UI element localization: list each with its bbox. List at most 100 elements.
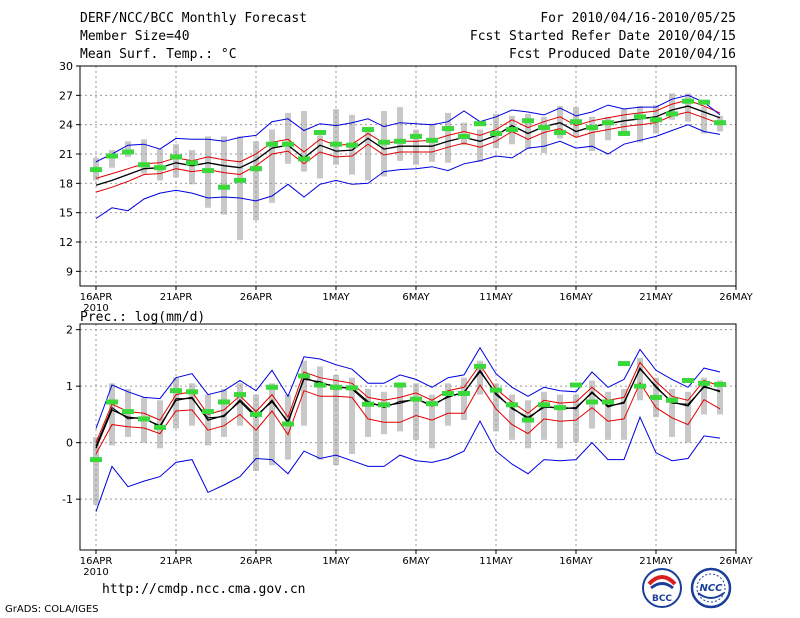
member-range-box [525, 113, 531, 150]
observed-marker [634, 383, 646, 389]
member-range-box [173, 377, 179, 429]
observed-marker [234, 392, 246, 398]
series-line-outer-upper [95, 346, 721, 429]
observed-marker [250, 411, 262, 417]
member-range-box [605, 116, 611, 141]
observed-marker [666, 111, 678, 117]
y-tick-label: 24 [59, 119, 73, 132]
observed-marker [314, 382, 326, 388]
observed-marker [602, 120, 614, 126]
observed-marker [330, 384, 342, 390]
observed-marker [218, 399, 230, 405]
precip-panel-title: Prec.: log(mm/d) [80, 310, 206, 325]
observed-marker [410, 396, 422, 402]
observed-marker [202, 409, 214, 415]
x-tick-label: 6MAY [402, 556, 430, 567]
observed-marker [106, 153, 118, 159]
observed-marker [186, 160, 198, 166]
observed-marker [122, 149, 134, 155]
member-range-box [173, 144, 179, 178]
member-range-box [493, 383, 499, 432]
chart-title: DERF/NCC/BCC Monthly Forecast [80, 11, 307, 26]
member-range-box [605, 391, 611, 440]
member-range-box [477, 360, 483, 395]
member-range-box [365, 127, 371, 181]
variable-label: Mean Surf. Temp.: °C [80, 47, 237, 62]
member-range-box [109, 150, 115, 168]
member-range-box [141, 139, 147, 174]
series-line-inner-upper [95, 99, 721, 179]
observed-marker [234, 177, 246, 183]
observed-marker [506, 127, 518, 133]
bcc-logo: BCC [642, 568, 682, 608]
observed-marker [266, 141, 278, 147]
observed-marker [170, 154, 182, 160]
member-range-box [269, 129, 275, 203]
member-range-box [669, 93, 675, 120]
y-tick-label: 27 [59, 89, 73, 102]
x-tick-label: 1MAY [322, 292, 350, 303]
observed-marker [442, 390, 454, 396]
forecast-window-label: For 2010/04/16-2010/05/25 [540, 11, 736, 26]
observed-marker [282, 421, 294, 427]
observed-marker [282, 141, 294, 147]
observed-marker [554, 129, 566, 135]
member-range-box [317, 366, 323, 460]
observed-marker [362, 401, 374, 407]
observed-marker [490, 130, 502, 136]
y-tick-label: 21 [59, 148, 73, 161]
observed-marker [714, 381, 726, 387]
plot-frame [79, 323, 737, 551]
member-range-box [157, 149, 163, 181]
grads-credit: GrADS: COLA/IGES [5, 604, 99, 615]
x-tick-label: 11MAY [479, 292, 513, 303]
observed-marker [570, 382, 582, 388]
member-range-box [541, 391, 547, 440]
observed-marker [522, 417, 534, 423]
observed-marker [186, 389, 198, 395]
member-range-box [221, 388, 227, 437]
member-range-box [573, 394, 579, 443]
observed-marker [218, 184, 230, 190]
observed-marker [106, 399, 118, 405]
x-tick-label: 21APR [160, 556, 193, 567]
observed-marker [122, 409, 134, 415]
observed-marker [346, 385, 358, 391]
member-range-box [237, 383, 243, 426]
observed-marker [714, 120, 726, 126]
x-tick-label: 21MAY [639, 292, 673, 303]
observed-marker [314, 129, 326, 135]
observed-marker [138, 162, 150, 168]
member-range-box [509, 394, 515, 440]
observed-marker [202, 168, 214, 174]
series-line-inner-lower [95, 381, 721, 455]
member-range-box [413, 383, 419, 440]
observed-marker [602, 399, 614, 405]
member-range-box [429, 394, 435, 449]
member-range-box [109, 383, 115, 446]
member-range-box [701, 377, 707, 415]
member-range-box [381, 391, 387, 435]
observed-marker [522, 118, 534, 124]
observed-marker [346, 142, 358, 148]
observed-marker [138, 416, 150, 422]
member-range-box [189, 383, 195, 426]
observed-marker [538, 125, 550, 131]
y-tick-label: 9 [66, 265, 73, 278]
observed-marker [410, 133, 422, 139]
produced-date-label: Fcst Produced Date 2010/04/16 [509, 47, 736, 62]
observed-marker [618, 130, 630, 136]
y-tick-label: 12 [59, 236, 73, 249]
observed-marker [378, 402, 390, 408]
member-range-box [685, 391, 691, 443]
member-range-box [589, 116, 595, 152]
refer-date-label: Fcst Started Refer Date 2010/04/15 [469, 29, 736, 44]
observed-marker [298, 373, 310, 379]
member-range-box [685, 93, 691, 122]
y-tick-label: 0 [66, 437, 73, 450]
x-tick-label: 16APR [80, 556, 113, 567]
member-range-box [525, 400, 531, 449]
member-range-box [301, 360, 307, 426]
observed-marker [650, 394, 662, 400]
x-tick-label: 16MAY [559, 556, 593, 567]
